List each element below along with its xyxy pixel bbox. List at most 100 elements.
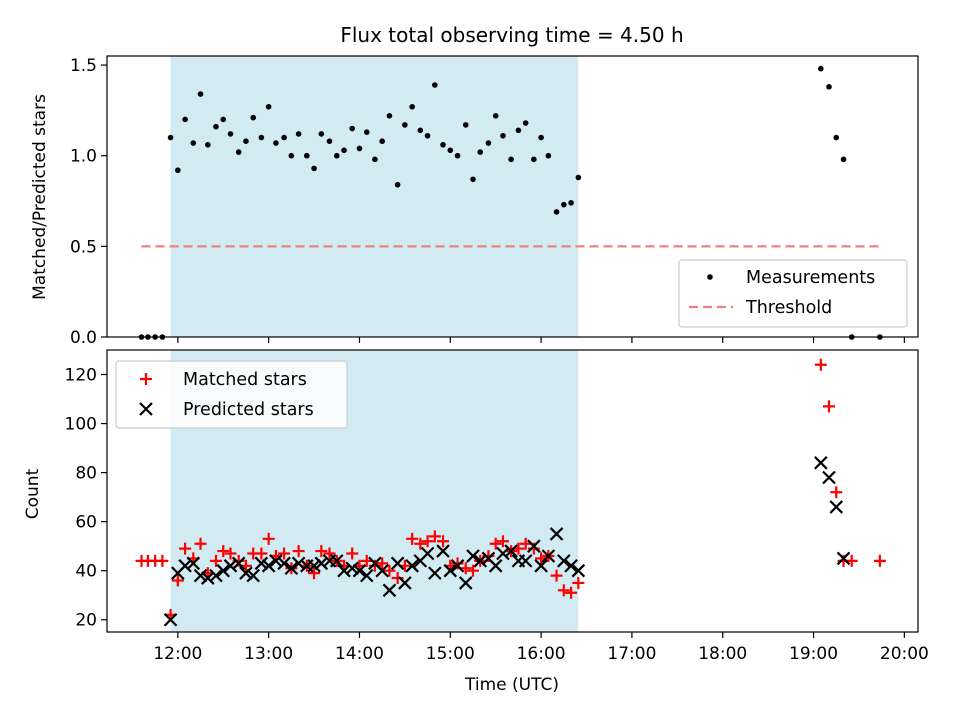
ratio-y-axis: 0.0 0.5 1.0 1.5 bbox=[70, 56, 107, 348]
matched-stars-point bbox=[873, 554, 886, 567]
measurements-point bbox=[500, 132, 506, 139]
matched-stars-point bbox=[194, 537, 207, 550]
matched-stars-point bbox=[830, 486, 843, 499]
predicted-stars-point bbox=[246, 568, 260, 583]
ratio-y-tick-label: 1.0 bbox=[70, 147, 97, 167]
measurements-point bbox=[531, 156, 537, 163]
matched-stars-point bbox=[323, 547, 336, 560]
matched-stars-point bbox=[814, 358, 827, 371]
measurements-point bbox=[379, 138, 385, 145]
measurements-point bbox=[326, 138, 333, 145]
measurements-point bbox=[470, 176, 476, 183]
measurements-point bbox=[281, 134, 287, 141]
matched-stars-point bbox=[209, 554, 222, 567]
measurements-point bbox=[575, 174, 582, 181]
matched-stars-legend-label: Matched stars bbox=[183, 370, 307, 390]
matched-stars-point bbox=[557, 584, 570, 597]
predicted-stars-point bbox=[352, 563, 367, 578]
matched-stars-point bbox=[437, 535, 450, 548]
predicted-stars-point bbox=[436, 544, 450, 558]
matched-stars-point bbox=[496, 535, 509, 548]
measurements-point bbox=[303, 152, 310, 159]
measurements-point bbox=[273, 140, 279, 146]
measurements-legend-label: Measurements bbox=[746, 268, 875, 288]
matched-stars-point bbox=[217, 545, 230, 558]
count-y-tick-label: 60 bbox=[75, 513, 97, 533]
ratio-y-axis-label: Matched/Predicted stars bbox=[30, 94, 50, 300]
predicted-stars-point bbox=[239, 566, 253, 580]
measurements-point bbox=[818, 65, 824, 72]
measurements-point bbox=[197, 91, 204, 97]
predicted-stars-point bbox=[329, 554, 344, 568]
measurements-point bbox=[190, 140, 197, 146]
measurements-point bbox=[454, 152, 461, 159]
measurements-point bbox=[250, 114, 257, 121]
predicted-stars-point bbox=[337, 563, 351, 578]
count-legend: Matched stars Predicted stars bbox=[115, 360, 348, 429]
predicted-stars-point bbox=[488, 559, 503, 573]
predicted-stars-point bbox=[458, 576, 473, 590]
predicted-stars-point bbox=[163, 612, 178, 627]
predicted-stars-point bbox=[822, 470, 836, 485]
predicted-stars-point bbox=[541, 549, 556, 563]
predicted-stars-point bbox=[231, 556, 246, 571]
matched-stars-point bbox=[156, 554, 169, 567]
predicted-stars-point bbox=[284, 561, 299, 576]
matched-stars-point bbox=[822, 400, 835, 413]
measurements-point bbox=[515, 127, 522, 134]
count-panel: 20 40 60 80 100 120 12:00 13:00 14:00 15:00 16:00… bbox=[23, 349, 929, 695]
x-tick-label: 16:00 bbox=[517, 644, 566, 664]
measurements-point bbox=[462, 122, 469, 128]
predicted-stars-point bbox=[359, 568, 374, 583]
measurements-point bbox=[394, 181, 401, 188]
predicted-stars-point bbox=[557, 554, 571, 568]
measurements-point bbox=[409, 103, 415, 110]
measurements-point bbox=[349, 125, 356, 132]
matched-stars-point bbox=[519, 537, 532, 550]
measurements-point bbox=[227, 131, 234, 137]
matched-stars-point bbox=[565, 586, 578, 599]
ratio-y-tick-label: 1.5 bbox=[70, 56, 97, 76]
matched-stars-point bbox=[278, 547, 291, 560]
measurements-point bbox=[213, 123, 219, 130]
measurements-point bbox=[833, 134, 840, 141]
measurements-points bbox=[138, 65, 883, 340]
measurements-point bbox=[356, 145, 363, 152]
predicted-stars-point bbox=[261, 559, 276, 573]
predicted-stars-point bbox=[836, 551, 851, 566]
matched-stars-point bbox=[845, 554, 858, 567]
measurements-legend-marker bbox=[707, 274, 713, 280]
x-tick-label: 14:00 bbox=[335, 644, 384, 664]
matched-stars-point bbox=[383, 564, 396, 577]
matched-stars-point bbox=[315, 545, 328, 558]
measurements-point bbox=[295, 131, 302, 137]
ratio-observing-window bbox=[170, 56, 579, 337]
predicted-stars-point bbox=[178, 559, 192, 573]
x-axis-label: Time (UTC) bbox=[464, 675, 559, 695]
predicted-stars-point bbox=[571, 563, 586, 578]
measurements-point bbox=[840, 156, 847, 163]
matched-stars-point bbox=[459, 562, 472, 575]
x-tick-label: 12:00 bbox=[153, 644, 202, 664]
x-tick-label: 17:00 bbox=[607, 644, 656, 664]
predicted-stars-point bbox=[254, 556, 269, 571]
measurements-point bbox=[553, 209, 560, 215]
measurements-point bbox=[311, 165, 317, 172]
predicted-stars-point bbox=[466, 549, 480, 563]
measurements-point bbox=[372, 156, 378, 163]
matched-stars-legend-marker bbox=[140, 373, 152, 385]
predicted-stars-point bbox=[223, 559, 238, 573]
predicted-stars-point bbox=[443, 563, 458, 578]
x-tick-label: 20:00 bbox=[880, 644, 929, 664]
measurements-point bbox=[333, 152, 340, 159]
predicted-stars-point bbox=[269, 554, 283, 568]
predicted-stars-point bbox=[216, 563, 231, 578]
ratio-y-tick-label: 0.5 bbox=[70, 237, 97, 257]
predicted-stars-point bbox=[201, 571, 215, 585]
predicted-stars-point bbox=[496, 546, 510, 561]
matched-stars-point bbox=[376, 557, 389, 570]
measurements-point bbox=[243, 138, 249, 145]
predicted-stars-legend-label: Predicted stars bbox=[183, 400, 314, 420]
matched-stars-point bbox=[255, 547, 268, 560]
